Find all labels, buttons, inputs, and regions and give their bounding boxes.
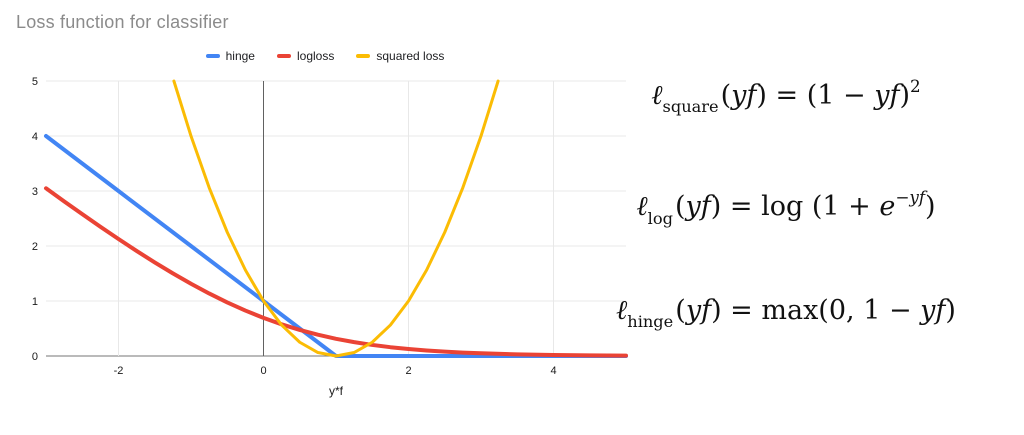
legend-item-squared-loss: squared loss [356,49,444,63]
formula-segment: ( [674,191,686,223]
legend-swatch-icon [356,54,371,58]
formula-segment: yf [874,80,900,111]
formula-segment: ) [925,191,936,223]
formula-segment: −yf [895,187,926,208]
formula-segment: yf [920,294,946,326]
formula-segment: ) = (1 − [756,80,875,111]
x-axis-label: y*f [329,384,344,398]
formula-segment: ) = max(0, 1 − [711,294,921,326]
y-tick-label: 4 [32,131,38,143]
formula-segment: ℓ [636,191,648,223]
legend-label: squared loss [376,49,445,63]
formula-segment: ℓ [616,294,628,326]
x-tick-label: 4 [550,365,556,377]
legend-swatch-icon [205,54,220,58]
legend-label: hinge [225,49,255,63]
formula-segment: e [879,191,896,223]
formula-segment: yf [685,294,712,326]
formula-segment: ) = log (1 + [710,191,880,223]
series-line-logloss [44,186,628,358]
formula-segment: log [647,208,673,228]
log-loss-formula: ℓlog(yf) = log (1 + e−yf) [636,177,935,238]
y-tick-label: 5 [32,76,38,88]
y-tick-label: 2 [32,241,38,253]
legend-item-hinge: hinge [205,49,255,63]
chart-legend: hinge logloss squared loss [10,46,640,66]
y-tick-label: 3 [32,186,38,198]
y-tick-label: 1 [32,296,38,308]
squared-loss-formula: ℓsquare(yf) = (1 − yf)2 [651,66,920,127]
formula-segment: ℓ [651,80,663,111]
formulas-panel: ℓsquare(yf) = (1 − yf)2 ℓlog(yf) = log (… [556,66,1016,342]
loss-function-chart: hinge logloss squared loss 0 1 2 3 4 5 -2 0 2 4 y*f [10,46,640,406]
formula-segment: ) [899,80,911,111]
legend-swatch-icon [276,54,291,58]
formula-segment: ( [720,80,732,111]
formula-segment: square [662,97,719,117]
formula-segment: yf [685,191,711,223]
formula-segment: ( [675,294,686,326]
formula-segment: 2 [910,76,921,96]
hinge-loss-formula: ℓhinge(yf) = max(0, 1 − yf) [616,289,956,342]
x-tick-label: 0 [260,365,266,377]
formula-segment: yf [731,80,757,111]
legend-item-logloss: logloss [276,49,335,63]
chart-title: Loss function for classifier [16,12,229,32]
series-line-squared-loss [172,79,500,358]
y-tick-label: 0 [32,351,38,363]
legend-label: logloss [296,49,335,63]
formula-segment: ) [945,294,956,326]
x-tick-label: -2 [114,365,124,377]
formula-segment: hinge [627,312,674,332]
chart-plot: 0 1 2 3 4 5 -2 0 2 4 y*f [32,76,628,398]
x-tick-label: 2 [405,365,411,377]
